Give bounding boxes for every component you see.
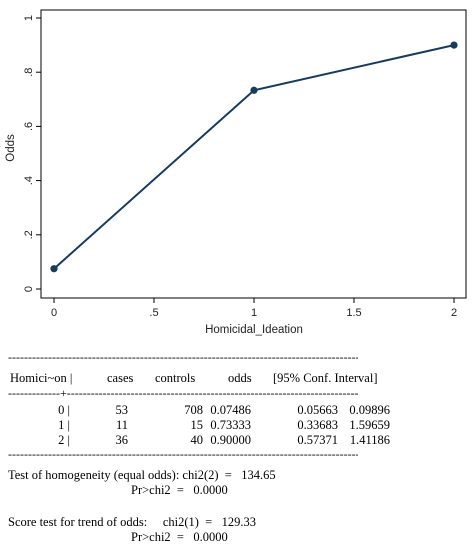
table-rule-mid: -------------+--------------------------… bbox=[8, 388, 358, 398]
header-odds: odds bbox=[228, 371, 252, 385]
trend-label: Score test for trend of odds: chi2(1) = bbox=[8, 515, 213, 529]
odds-line-chart: 0 .2 .4 .6 .8 1 0 .5 1 1.5 2 Odds Homicidal_Ideati… bbox=[5, 9, 467, 336]
row-controls: 40 bbox=[190, 433, 204, 447]
row-cases: 36 bbox=[115, 433, 129, 447]
row-ci-high: 1.41186 bbox=[349, 433, 390, 447]
odds-data-point bbox=[250, 86, 258, 94]
row-label: 0 | bbox=[58, 403, 70, 417]
row-ci-low: 0.57371 bbox=[297, 433, 338, 447]
row-controls: 15 bbox=[190, 418, 204, 432]
odds-data-point bbox=[50, 265, 58, 273]
row-cases: 11 bbox=[115, 418, 128, 432]
x-tick-label: 1.5 bbox=[346, 307, 361, 319]
homogeneity-label: Test of homogeneity (equal odds): chi2(2… bbox=[8, 468, 232, 482]
homogeneity-value: 134.65 bbox=[241, 468, 276, 482]
homogeneity-p-value: 0.0000 bbox=[193, 483, 228, 497]
y-tick-label: 0 bbox=[23, 286, 35, 292]
odds-chart: 0 .2 .4 .6 .8 1 0 .5 1 1.5 2 Odds Homicidal_Ideati… bbox=[5, 9, 467, 336]
x-tick-label: 2 bbox=[451, 307, 457, 319]
trend-p: Pr>chi2 = 0.0000 bbox=[131, 530, 228, 544]
row-odds: 0.90000 bbox=[210, 433, 251, 447]
header-ci: [95% Conf. Interval] bbox=[273, 371, 378, 385]
row-controls: 708 bbox=[184, 403, 203, 417]
table-rule-bottom: ----------------------------------------… bbox=[8, 449, 358, 459]
trend-p-label: Pr>chi2 = bbox=[131, 530, 184, 544]
homogeneity-p-label: Pr>chi2 = bbox=[131, 483, 184, 497]
odds-data-point bbox=[450, 41, 458, 49]
y-axis-title: Odds bbox=[5, 134, 17, 162]
y-tick-label: .6 bbox=[23, 122, 35, 131]
row-ci-low: 0.33683 bbox=[297, 418, 338, 432]
homogeneity-p: Pr>chi2 = 0.0000 bbox=[131, 483, 228, 497]
row-cases: 53 bbox=[115, 403, 129, 417]
trend-value: 129.33 bbox=[221, 515, 256, 529]
y-tick-label: .2 bbox=[23, 230, 35, 239]
row-odds: 0.73333 bbox=[210, 418, 251, 432]
x-tick-label: 0 bbox=[51, 307, 57, 319]
header-cases: cases bbox=[107, 371, 134, 385]
homogeneity-test: Test of homogeneity (equal odds): chi2(2… bbox=[8, 468, 276, 482]
header-group: Homici~on | bbox=[10, 371, 73, 385]
row-label: 2 | bbox=[58, 433, 70, 447]
tabodds-output: ----------------------------------------… bbox=[0, 342, 473, 546]
y-tick-label: .8 bbox=[23, 68, 35, 77]
row-odds: 0.07486 bbox=[210, 403, 251, 417]
y-tick-label: .4 bbox=[23, 176, 35, 185]
table-rule-top: ----------------------------------------… bbox=[8, 352, 358, 362]
row-ci-low: 0.05663 bbox=[297, 403, 338, 417]
header-controls: controls bbox=[155, 371, 196, 385]
trend-p-value: 0.0000 bbox=[193, 530, 228, 544]
row-label: 1 | bbox=[58, 418, 70, 432]
x-tick-label: .5 bbox=[149, 307, 158, 319]
row-ci-high: 1.59659 bbox=[349, 418, 390, 432]
plot-frame bbox=[40, 9, 467, 299]
x-axis-title: Homicidal_Ideation bbox=[205, 324, 303, 336]
trend-test: Score test for trend of odds: chi2(1) = … bbox=[8, 515, 256, 529]
x-tick-label: 1 bbox=[251, 307, 257, 319]
y-tick-label: 1 bbox=[23, 15, 35, 21]
row-ci-high: 0.09896 bbox=[349, 403, 390, 417]
